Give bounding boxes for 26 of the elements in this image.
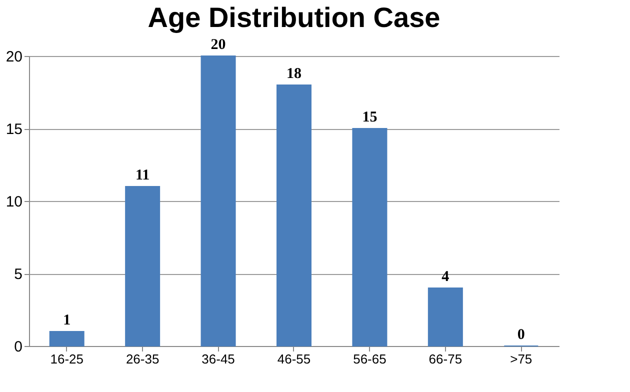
bar [276, 84, 312, 346]
bar [200, 56, 236, 346]
y-tick-label: 20 [6, 48, 22, 66]
bar [428, 288, 463, 346]
x-tick-label: 26-35 [126, 352, 160, 366]
x-tick-label: 46-55 [277, 352, 311, 366]
data-label: 18 [286, 66, 302, 82]
data-label: 1 [63, 312, 71, 328]
x-tick-label: 16-25 [50, 352, 84, 366]
data-label: 15 [362, 110, 378, 126]
chart-title: Age Distribution Case [148, 2, 440, 33]
y-tick-label: 10 [6, 194, 22, 210]
bar [49, 331, 84, 346]
bar [125, 186, 160, 346]
y-tick-label: 15 [6, 121, 22, 138]
data-label: 0 [517, 327, 525, 343]
data-label: 20 [210, 37, 226, 53]
x-tick-label: 36-45 [202, 352, 235, 366]
x-tick-label: 56-65 [353, 352, 386, 366]
y-tick-label: 0 [14, 338, 22, 356]
bar [352, 128, 388, 346]
x-tick-label: >75 [510, 352, 532, 366]
data-label: 11 [135, 168, 150, 184]
y-tick-label: 5 [14, 266, 22, 283]
x-tick-label: 66-75 [428, 352, 462, 366]
data-label: 4 [442, 269, 450, 285]
